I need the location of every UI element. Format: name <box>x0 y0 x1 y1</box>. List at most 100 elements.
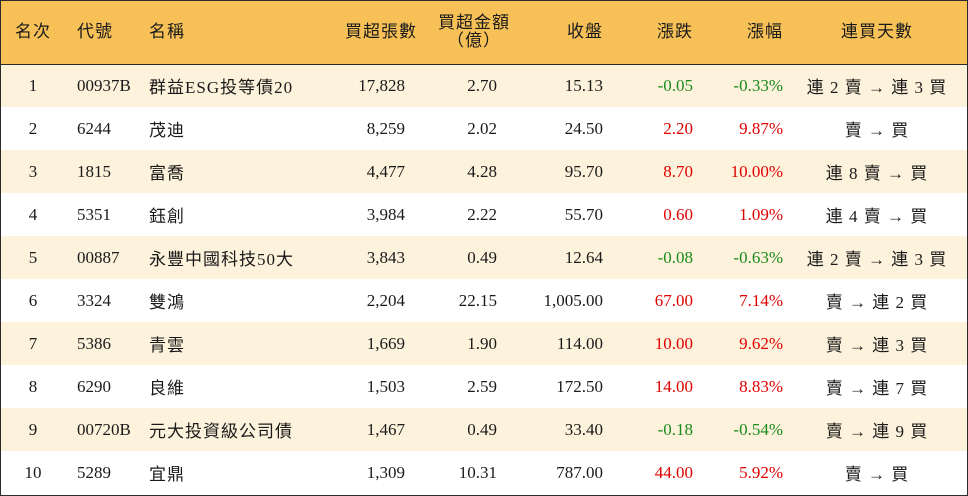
cell-net-buy-amount: 1.90 <box>467 333 497 353</box>
cell-rank: 7 <box>28 333 38 353</box>
header-net-buy-amount-line2: （億） <box>447 31 501 51</box>
cell-change-pct: -0.54% <box>733 419 783 439</box>
cell-buy-streak: 賣 → 買 <box>844 121 910 140</box>
cell-change-pct: -0.33% <box>733 75 783 95</box>
header-name: 名稱 <box>141 1 321 65</box>
header-rank: 名次 <box>1 1 65 65</box>
cell-net-buy-amount: 4.28 <box>467 161 497 181</box>
header-net-buy-amount-line1: 買超金額 <box>438 13 510 33</box>
cell-net-buy-lots: 8,259 <box>366 118 405 138</box>
cell-net-buy-lots: 4,477 <box>366 161 405 181</box>
cell-close: 12.64 <box>564 247 603 267</box>
table-row: 6 3324 雙鴻 2,204 22.15 1,005.00 67.00 7.14% 賣 → 連… <box>1 279 967 322</box>
table-row: 9 00720B 元大投資級公司債 1,467 0.49 33.40 -0.18 -0.54%… <box>1 408 967 451</box>
cell-code: 5289 <box>77 462 111 482</box>
table-row: 10 5289 宜鼎 1,309 10.31 787.00 44.00 5.92% 賣 → 買 <box>1 451 967 494</box>
cell-name: 茂迪 <box>149 121 185 140</box>
cell-buy-streak: 連 4 賣 → 買 <box>825 207 929 226</box>
table-header: 名次 代號 名稱 買超張數 買超金額 （億） 收盤 漲跌 漲幅 連買天數 <box>1 1 967 65</box>
cell-name: 永豐中國科技50大 <box>149 250 294 269</box>
cell-buy-streak: 賣 → 連 3 買 <box>825 336 929 355</box>
cell-name: 群益ESG投等債20 <box>149 78 294 98</box>
cell-name: 鈺創 <box>149 207 185 226</box>
cell-buy-streak: 賣 → 連 9 買 <box>825 422 929 441</box>
cell-net-buy-amount: 2.59 <box>467 376 497 396</box>
cell-change: -0.18 <box>657 419 693 439</box>
cell-net-buy-amount: 2.70 <box>467 75 497 95</box>
cell-code: 00887 <box>77 247 120 267</box>
cell-change-pct: 7.14% <box>739 290 783 310</box>
cell-net-buy-amount: 2.22 <box>467 204 497 224</box>
cell-code: 5386 <box>77 333 111 353</box>
cell-close: 1,005.00 <box>543 290 604 310</box>
cell-change-pct: 8.83% <box>739 376 783 396</box>
cell-net-buy-lots: 1,467 <box>366 419 405 439</box>
cell-change-pct: 9.62% <box>739 333 783 353</box>
cell-net-buy-lots: 3,843 <box>366 247 405 267</box>
cell-net-buy-amount: 0.49 <box>467 419 497 439</box>
header-change: 漲跌 <box>607 1 697 65</box>
cell-change: 10.00 <box>654 333 693 353</box>
cell-change: 67.00 <box>654 290 693 310</box>
cell-net-buy-lots: 1,669 <box>366 333 405 353</box>
header-net-buy-lots: 買超張數 <box>321 1 417 65</box>
table-row: 8 6290 良維 1,503 2.59 172.50 14.00 8.83% 賣 → 連 7 … <box>1 365 967 408</box>
cell-net-buy-lots: 1,503 <box>366 376 405 396</box>
header-code: 代號 <box>65 1 141 65</box>
cell-net-buy-lots: 1,309 <box>366 462 405 482</box>
cell-buy-streak: 連 2 賣 → 連 3 買 <box>806 78 948 98</box>
cell-close: 114.00 <box>556 333 603 353</box>
cell-buy-streak: 賣 → 連 2 買 <box>825 293 929 312</box>
table-row: 5 00887 永豐中國科技50大 3,843 0.49 12.64 -0.08 -0.63%… <box>1 236 967 279</box>
cell-close: 15.13 <box>564 75 603 95</box>
cell-name: 富喬 <box>149 164 185 183</box>
cell-change: -0.05 <box>657 75 693 95</box>
cell-rank: 6 <box>28 290 38 310</box>
cell-change: 8.70 <box>663 161 693 181</box>
cell-change-pct: 5.92% <box>739 462 783 482</box>
cell-close: 24.50 <box>564 118 603 138</box>
cell-change: 44.00 <box>654 462 693 482</box>
cell-name: 良維 <box>149 379 185 398</box>
table-row: 3 1815 富喬 4,477 4.28 95.70 8.70 10.00% 連 8 賣 → 買 <box>1 150 967 193</box>
cell-net-buy-lots: 17,828 <box>358 75 405 95</box>
header-row: 名次 代號 名稱 買超張數 買超金額 （億） 收盤 漲跌 漲幅 連買天數 <box>1 1 967 65</box>
cell-rank: 9 <box>28 419 38 439</box>
cell-net-buy-lots: 3,984 <box>366 204 405 224</box>
cell-code: 3324 <box>77 290 111 310</box>
cell-buy-streak: 連 2 賣 → 連 3 買 <box>806 250 948 269</box>
table-row: 7 5386 青雲 1,669 1.90 114.00 10.00 9.62% 賣 → 連 3 … <box>1 322 967 365</box>
cell-rank: 3 <box>28 161 38 181</box>
cell-rank: 5 <box>28 247 38 267</box>
cell-name: 雙鴻 <box>149 293 185 312</box>
cell-close: 33.40 <box>564 419 603 439</box>
table-row: 1 00937B 群益ESG投等債20 17,828 2.70 15.13 -0.05 -0.… <box>1 64 967 107</box>
cell-buy-streak: 賣 → 買 <box>844 465 910 484</box>
cell-code: 6290 <box>77 376 111 396</box>
header-buy-streak: 連買天數 <box>787 1 967 65</box>
cell-change-pct: 1.09% <box>739 204 783 224</box>
cell-rank: 2 <box>28 118 38 138</box>
header-net-buy-amount: 買超金額 （億） <box>417 1 517 65</box>
cell-buy-streak: 賣 → 連 7 買 <box>825 379 929 398</box>
cell-net-buy-amount: 2.02 <box>467 118 497 138</box>
cell-net-buy-amount: 10.31 <box>458 462 497 482</box>
table-row: 2 6244 茂迪 8,259 2.02 24.50 2.20 9.87% 賣 → 買 <box>1 107 967 150</box>
header-change-pct: 漲幅 <box>697 1 787 65</box>
cell-code: 6244 <box>77 118 111 138</box>
cell-rank: 4 <box>28 204 38 224</box>
cell-code: 00720B <box>77 419 131 439</box>
cell-net-buy-lots: 2,204 <box>366 290 405 310</box>
cell-change: 0.60 <box>663 204 693 224</box>
cell-change: 14.00 <box>654 376 693 396</box>
cell-net-buy-amount: 0.49 <box>467 247 497 267</box>
cell-change-pct: 10.00% <box>730 161 783 181</box>
cell-code: 1815 <box>77 161 111 181</box>
cell-rank: 10 <box>24 462 42 482</box>
cell-name: 青雲 <box>149 336 185 355</box>
header-close: 收盤 <box>517 1 607 65</box>
cell-change: 2.20 <box>663 118 693 138</box>
cell-rank: 1 <box>28 75 38 95</box>
